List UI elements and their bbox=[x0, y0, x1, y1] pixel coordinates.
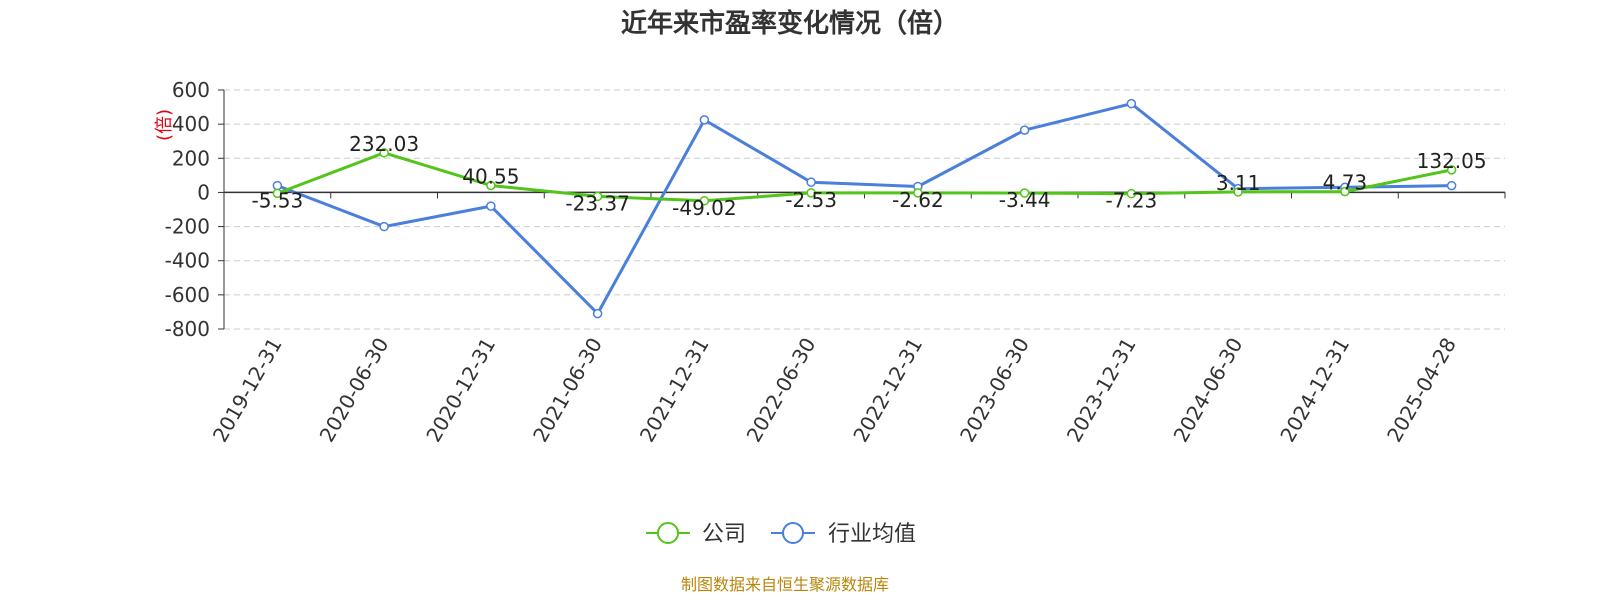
data-point[interactable] bbox=[1126, 98, 1137, 109]
x-tick-label: 2024-12-31 bbox=[1275, 334, 1354, 447]
data-label: 132.05 bbox=[1417, 149, 1487, 173]
data-point[interactable] bbox=[379, 221, 389, 232]
data-point[interactable] bbox=[1126, 188, 1137, 199]
x-tick-label: 2025-04-28 bbox=[1382, 334, 1461, 447]
x-tick-label: 2019-12-31 bbox=[208, 334, 287, 447]
chart-title: 近年来市盈率变化情况（倍） bbox=[621, 8, 959, 39]
legend-marker-company bbox=[657, 522, 679, 544]
y-tick-label: -600 bbox=[165, 283, 210, 307]
data-label: 232.03 bbox=[349, 132, 419, 156]
data-label: 40.55 bbox=[462, 165, 519, 189]
data-label: 4.73 bbox=[1323, 171, 1368, 195]
y-tick-label: 400 bbox=[172, 112, 210, 136]
legend-item-company[interactable]: 公司 bbox=[646, 522, 746, 547]
data-point[interactable] bbox=[1019, 188, 1030, 198]
series-lines bbox=[272, 98, 1457, 319]
data-point[interactable] bbox=[1233, 187, 1243, 197]
data-point[interactable] bbox=[806, 188, 816, 198]
legend-marker-industry-average bbox=[782, 522, 804, 544]
legend-label-company: 公司 bbox=[702, 522, 746, 547]
y-tick-label: -400 bbox=[165, 249, 210, 273]
x-tick-label: 2023-12-31 bbox=[1062, 334, 1141, 447]
data-label: -2.62 bbox=[892, 188, 944, 212]
x-tick-label: 2020-06-30 bbox=[315, 334, 394, 447]
data-point[interactable] bbox=[1340, 186, 1350, 197]
x-tick-label: 2022-06-30 bbox=[742, 334, 821, 447]
legend: 公司 行业均值 bbox=[646, 522, 916, 547]
data-point[interactable] bbox=[806, 177, 816, 187]
y-tick-label: 600 bbox=[172, 78, 210, 102]
grid-lines bbox=[224, 89, 1505, 330]
x-tick-label: 2021-12-31 bbox=[635, 334, 714, 447]
data-label: -3.44 bbox=[999, 188, 1051, 212]
data-point[interactable] bbox=[699, 115, 710, 125]
data-label: 3.11 bbox=[1216, 171, 1261, 195]
data-point[interactable] bbox=[1446, 180, 1457, 191]
data-label: -49.02 bbox=[672, 196, 736, 220]
data-label: -5.53 bbox=[252, 188, 304, 212]
x-tick-label: 2020-12-31 bbox=[421, 334, 500, 447]
data-point[interactable] bbox=[592, 191, 603, 202]
data-label: -23.37 bbox=[565, 191, 629, 215]
x-tick-label: 2022-12-31 bbox=[848, 334, 927, 447]
y-tick-label: -800 bbox=[165, 317, 210, 341]
data-point[interactable] bbox=[486, 180, 496, 191]
y-tick-label: 0 bbox=[197, 180, 210, 204]
legend-item-industry-average[interactable]: 行业均值 bbox=[771, 522, 916, 547]
y-axis-label: (倍) bbox=[154, 109, 175, 141]
data-point[interactable] bbox=[1446, 165, 1457, 175]
data-labels: -5.53 232.03 40.55 -23.37 -49.02 -2.53 -2.62 -3… bbox=[252, 132, 1487, 220]
data-point[interactable] bbox=[592, 308, 603, 319]
x-tick-label: 2021-06-30 bbox=[528, 334, 607, 447]
series-line-industry-average bbox=[276, 102, 1452, 316]
data-point[interactable] bbox=[1019, 125, 1030, 135]
x-tick-label: 2023-06-30 bbox=[955, 334, 1034, 447]
data-point[interactable] bbox=[486, 201, 496, 211]
data-point[interactable] bbox=[913, 188, 923, 198]
data-label: -2.53 bbox=[785, 188, 837, 212]
data-point[interactable] bbox=[272, 188, 283, 199]
series-line-company bbox=[276, 151, 1452, 203]
legend-label-industry-average: 行业均值 bbox=[828, 522, 916, 547]
x-tick-label: 2024-06-30 bbox=[1169, 334, 1248, 447]
y-tick-label: 200 bbox=[172, 146, 210, 170]
data-label: -7.23 bbox=[1106, 189, 1158, 213]
source-note: 制图数据来自恒生聚源数据库 bbox=[681, 575, 889, 594]
data-point[interactable] bbox=[379, 148, 389, 158]
data-point[interactable] bbox=[699, 196, 710, 206]
y-tick-label: -200 bbox=[165, 215, 210, 239]
